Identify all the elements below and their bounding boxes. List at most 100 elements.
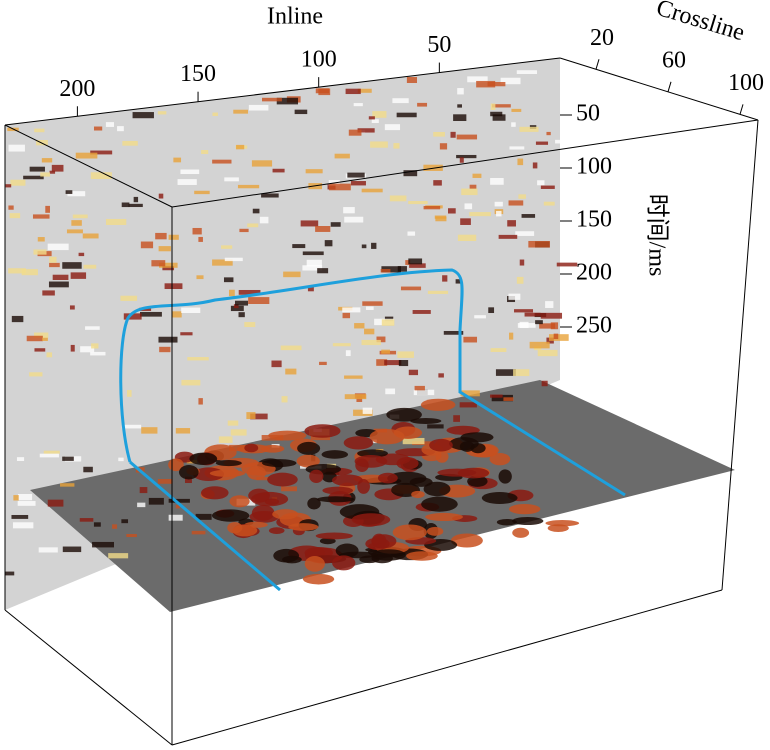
streak — [233, 109, 249, 114]
streak — [460, 390, 480, 397]
streak — [251, 160, 273, 167]
streak — [17, 494, 33, 501]
streak — [8, 144, 25, 152]
box-edge — [171, 119, 759, 208]
streak — [132, 112, 154, 119]
streak — [288, 523, 319, 531]
streak — [516, 70, 537, 74]
streak — [247, 223, 259, 228]
streak — [421, 496, 458, 512]
streak — [459, 157, 464, 163]
streak — [393, 143, 400, 149]
streak — [292, 244, 306, 249]
streak — [509, 146, 525, 150]
streak — [276, 97, 299, 105]
streak — [541, 380, 548, 387]
streak — [211, 509, 250, 522]
streak — [321, 450, 349, 459]
streak — [361, 244, 367, 249]
streak — [469, 212, 492, 217]
streak — [343, 436, 374, 450]
streak — [177, 179, 197, 185]
streak — [380, 268, 391, 273]
streak — [195, 513, 212, 520]
inline-label: Inline — [267, 4, 323, 30]
streak — [281, 486, 298, 492]
streak — [362, 407, 373, 414]
streak — [543, 201, 555, 206]
streak — [342, 307, 361, 313]
streak — [521, 214, 536, 218]
streak — [508, 293, 521, 300]
streak — [232, 524, 258, 537]
horizon-outline — [119, 268, 626, 497]
streak — [423, 481, 451, 497]
streak — [11, 315, 24, 323]
streak — [490, 394, 503, 398]
streak — [159, 346, 171, 353]
streak — [414, 385, 425, 391]
time-label: 时间/ms — [643, 194, 670, 277]
streak — [393, 426, 423, 440]
streak — [158, 262, 178, 268]
streak — [490, 111, 503, 117]
streak — [345, 350, 351, 357]
streak — [456, 154, 477, 159]
streak — [528, 240, 550, 248]
streak — [329, 183, 351, 191]
box-edge — [4, 124, 173, 208]
streak — [481, 492, 518, 505]
streak — [198, 236, 203, 242]
streak — [82, 233, 99, 239]
streak — [519, 321, 529, 329]
streak — [227, 420, 239, 426]
streak — [32, 214, 50, 219]
streak — [407, 231, 416, 236]
streak — [239, 228, 249, 233]
streak — [297, 441, 321, 455]
streak — [381, 266, 402, 273]
streak — [461, 188, 478, 196]
streak — [49, 262, 60, 268]
streak — [302, 573, 335, 585]
streak — [324, 240, 333, 247]
streak — [377, 472, 398, 484]
streak — [316, 496, 355, 503]
streak — [376, 359, 388, 366]
streak — [442, 275, 448, 282]
streak — [26, 335, 43, 342]
streak — [456, 134, 478, 140]
streak — [508, 200, 524, 206]
streak — [250, 413, 268, 420]
streak — [42, 337, 48, 341]
streak — [535, 141, 549, 145]
streak — [319, 361, 327, 366]
streak — [218, 436, 233, 443]
streak — [184, 476, 192, 484]
streak — [70, 344, 75, 352]
streak — [48, 281, 69, 288]
streak — [282, 555, 302, 564]
crossline-tick-label: 20 — [590, 25, 614, 51]
streak — [503, 397, 514, 401]
streak — [406, 551, 438, 561]
streak — [268, 527, 285, 535]
streak — [178, 465, 199, 480]
streak — [511, 108, 522, 112]
streak — [315, 226, 331, 232]
streak — [332, 555, 356, 571]
streak — [342, 312, 351, 319]
streak — [272, 168, 285, 173]
streak — [518, 194, 526, 199]
streak — [396, 112, 417, 118]
crossline-tick — [595, 59, 600, 70]
streak — [384, 124, 401, 131]
streak — [246, 412, 256, 420]
crossline-label: Crossline — [653, 0, 747, 46]
streak — [426, 526, 444, 536]
crossline-tick — [667, 81, 672, 92]
streak — [79, 518, 94, 522]
streak — [233, 304, 239, 309]
streak — [457, 104, 462, 108]
